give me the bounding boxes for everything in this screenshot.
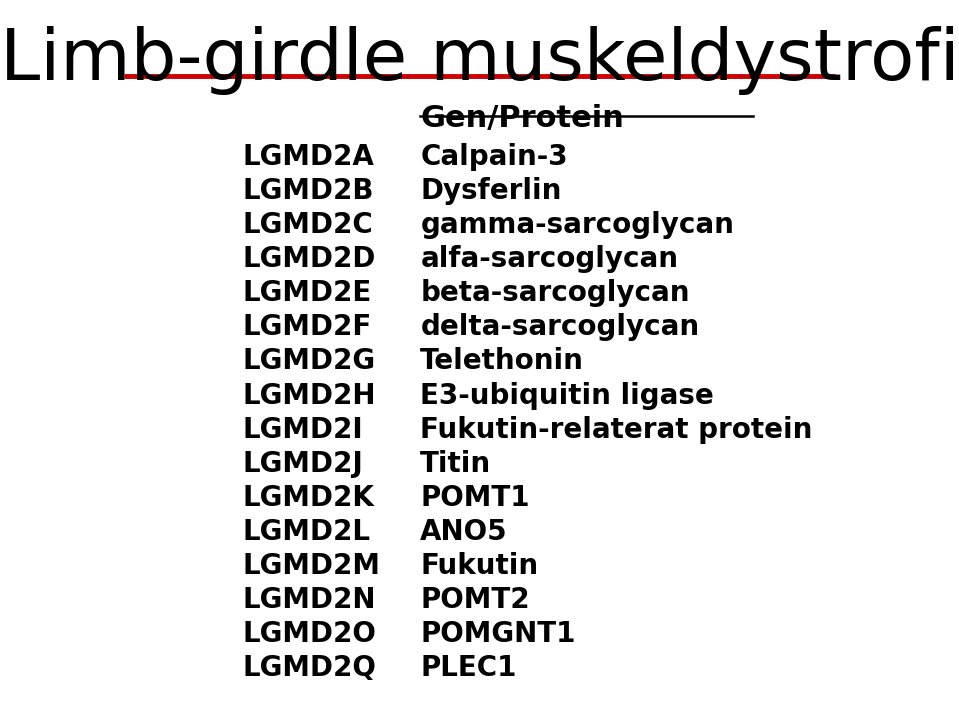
Text: LGMD2C: LGMD2C [243,211,374,239]
Text: LGMD2J: LGMD2J [243,449,363,478]
Text: LGMD2I: LGMD2I [243,416,363,444]
Text: Titin: Titin [420,449,491,478]
Text: LGMD2E: LGMD2E [243,279,372,308]
Text: LGMD2G: LGMD2G [243,347,376,375]
Text: ANO5: ANO5 [420,518,508,545]
Text: alfa-sarcoglycan: alfa-sarcoglycan [420,246,678,273]
Text: Dysferlin: Dysferlin [420,177,562,205]
Text: LGMD2A: LGMD2A [243,143,375,171]
Text: LGMD2L: LGMD2L [243,518,371,545]
Text: Limb-girdle muskeldystrofi: Limb-girdle muskeldystrofi [0,26,959,95]
Text: beta-sarcoglycan: beta-sarcoglycan [420,279,690,308]
Text: delta-sarcoglycan: delta-sarcoglycan [420,313,699,342]
Text: PLEC1: PLEC1 [420,654,517,682]
Text: LGMD2B: LGMD2B [243,177,374,205]
Text: Calpain-3: Calpain-3 [420,143,568,171]
Text: gamma-sarcoglycan: gamma-sarcoglycan [420,211,735,239]
Text: LGMD2M: LGMD2M [243,552,381,580]
Text: POMGNT1: POMGNT1 [420,620,575,648]
Text: Fukutin: Fukutin [420,552,538,580]
Text: LGMD2Q: LGMD2Q [243,654,377,682]
Text: LGMD2H: LGMD2H [243,382,376,409]
Text: Gen/Protein: Gen/Protein [420,104,624,133]
Text: Fukutin-relaterat protein: Fukutin-relaterat protein [420,416,812,444]
Text: LGMD2D: LGMD2D [243,246,376,273]
Text: LGMD2F: LGMD2F [243,313,372,342]
Text: LGMD2N: LGMD2N [243,586,376,614]
Text: LGMD2O: LGMD2O [243,620,377,648]
Text: E3-ubiquitin ligase: E3-ubiquitin ligase [420,382,714,409]
Text: LGMD2K: LGMD2K [243,483,375,512]
Text: POMT1: POMT1 [420,483,529,512]
Text: Telethonin: Telethonin [420,347,584,375]
Text: POMT2: POMT2 [420,586,530,614]
